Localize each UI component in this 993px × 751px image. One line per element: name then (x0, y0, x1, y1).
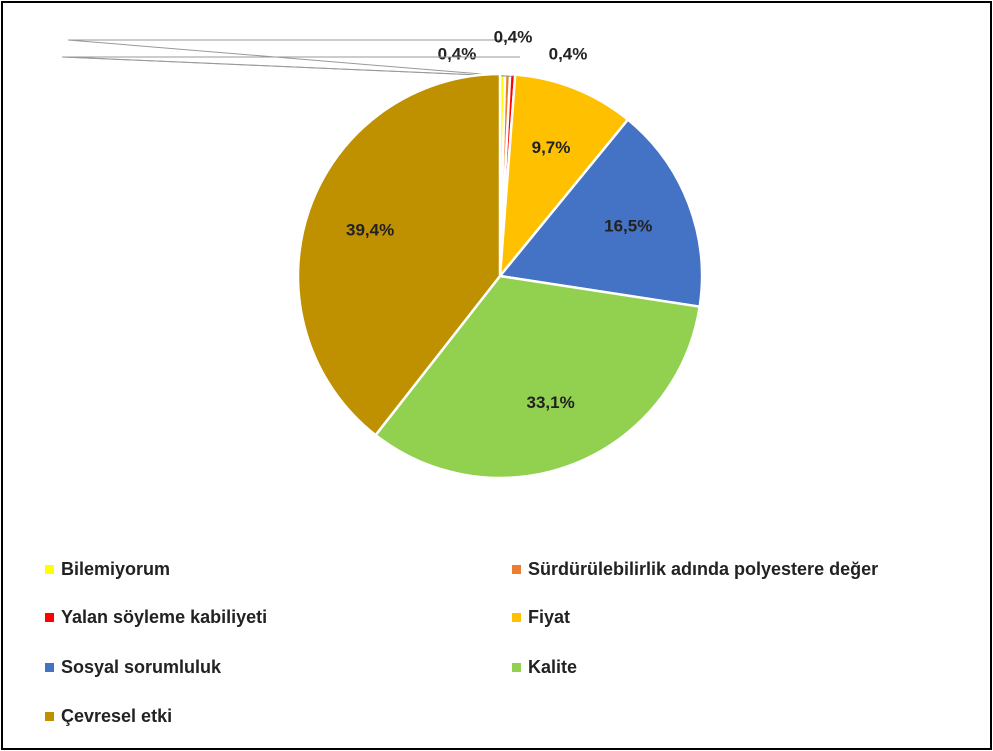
legend-label: Kalite (528, 657, 577, 677)
data-label: 9,7% (532, 138, 571, 157)
legend-label: Sosyal sorumluluk (61, 657, 222, 677)
legend-label: Sürdürülebilirlik adında polyestere değe… (528, 559, 878, 579)
data-label: 16,5% (604, 216, 652, 235)
legend-marker (45, 663, 54, 672)
leader-line (67, 39, 508, 77)
legend-marker (512, 613, 521, 622)
data-label: 0,4% (438, 44, 477, 63)
data-label: 33,1% (527, 393, 575, 412)
legend-marker (45, 565, 54, 574)
legend-label: Bilemiyorum (61, 559, 170, 579)
pie-slice (296, 72, 502, 437)
data-label: 0,4% (549, 44, 588, 63)
data-label: 39,4% (346, 221, 394, 240)
pie-slice (373, 274, 702, 480)
pie-slice (498, 73, 630, 280)
legend-marker (45, 613, 54, 622)
leader-line (63, 56, 520, 77)
legend-marker (512, 663, 521, 672)
legend-marker (45, 712, 54, 721)
legend-label: Çevresel etki (61, 706, 172, 726)
legend-label: Fiyat (528, 607, 570, 627)
legend-label: Yalan söyleme kabiliyeti (61, 607, 267, 627)
legend-marker (512, 565, 521, 574)
pie-slice (497, 117, 704, 309)
data-label: 0,4% (494, 27, 533, 46)
